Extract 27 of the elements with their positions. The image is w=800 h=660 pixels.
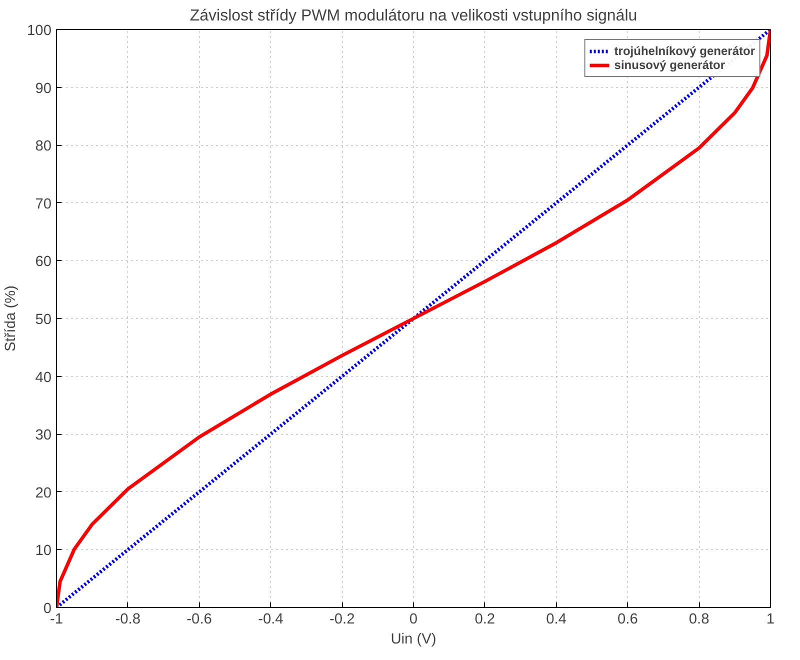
x-tick-label: 0.2 — [474, 612, 496, 628]
x-tick-label: -0.2 — [329, 612, 355, 628]
x-tick-label: 0 — [409, 612, 418, 628]
y-tick-label: 40 — [35, 370, 52, 386]
legend-label: trojúhelníkový generátor — [614, 44, 755, 58]
x-tick-label: -0.8 — [115, 612, 141, 628]
x-tick-label: 0.6 — [618, 612, 638, 628]
x-tick-label: -0.4 — [258, 612, 284, 628]
x-tick-label: 0.8 — [688, 612, 710, 628]
y-tick-label: 60 — [35, 254, 52, 270]
x-tick-label: 1 — [766, 612, 775, 628]
y-tick-label: 10 — [35, 543, 52, 560]
x-axis-title: Uin (V) — [390, 632, 436, 648]
x-tick-label: 0.4 — [546, 612, 566, 628]
x-tick-label: -0.6 — [186, 612, 212, 628]
y-tick-label: 20 — [35, 485, 52, 502]
y-tick-label: 30 — [35, 428, 52, 444]
y-tick-label: 90 — [35, 80, 52, 97]
y-tick-label: 80 — [35, 138, 52, 155]
y-axis-title: Střída (%) — [3, 286, 20, 352]
y-tick-label: 50 — [35, 312, 52, 328]
y-tick-label: 70 — [35, 196, 52, 212]
y-tick-label: 0 — [43, 601, 52, 617]
x-tick-label: -1 — [50, 612, 64, 628]
chart-title: Závislost střídy PWM modulátoru na velikosti vstupního signálu — [190, 8, 638, 24]
y-tick-label: 100 — [27, 23, 52, 39]
legend-label: sinusový generátor — [614, 58, 725, 72]
